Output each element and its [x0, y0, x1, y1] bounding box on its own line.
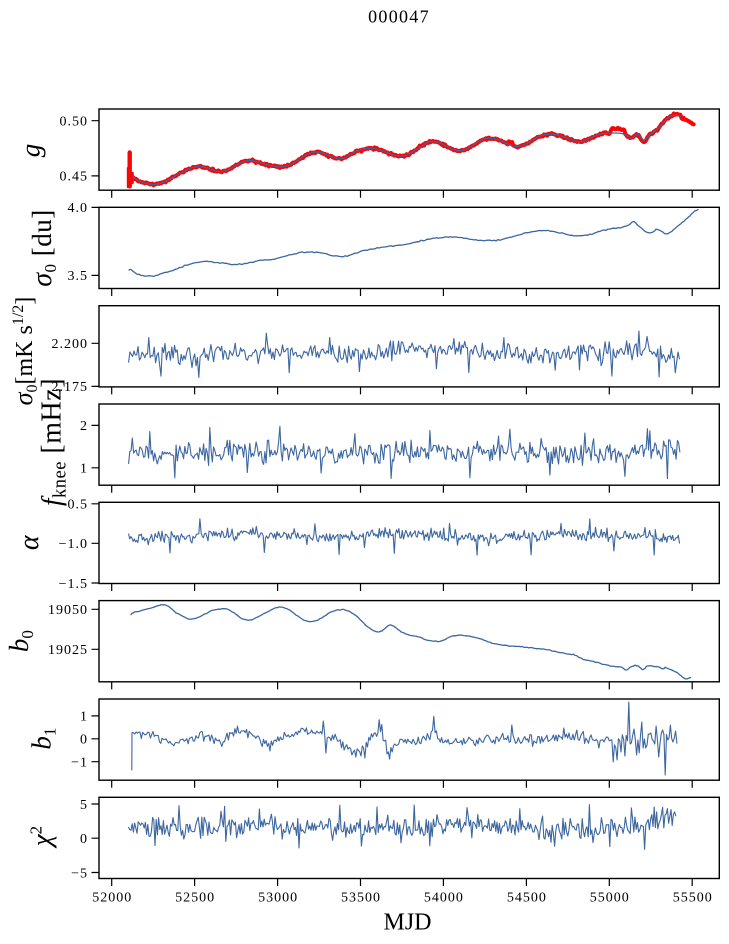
svg-text:b0: b0 — [4, 630, 37, 652]
svg-text:55500: 55500 — [673, 891, 713, 906]
svg-text:53000: 53000 — [258, 891, 298, 906]
svg-text:2.200: 2.200 — [52, 337, 89, 352]
svg-text:1: 1 — [80, 710, 88, 725]
svg-text:−0.5: −0.5 — [59, 498, 88, 513]
svg-text:−1.0: −1.0 — [59, 537, 88, 552]
svg-text:σ0[mK s1/2]: σ0[mK s1/2] — [9, 297, 41, 406]
svg-text:0: 0 — [80, 832, 88, 847]
svg-text:α: α — [14, 534, 45, 550]
svg-text:χ2: χ2 — [27, 826, 57, 849]
svg-text:−1: −1 — [71, 756, 88, 771]
svg-text:000047: 000047 — [368, 7, 430, 27]
svg-text:19025: 19025 — [48, 643, 88, 658]
svg-text:2: 2 — [80, 419, 88, 434]
svg-text:0.50: 0.50 — [60, 115, 89, 130]
svg-text:0.45: 0.45 — [60, 170, 89, 185]
svg-text:σ0 [du]: σ0 [du] — [27, 209, 60, 287]
svg-text:g: g — [16, 144, 46, 158]
svg-text:3.5: 3.5 — [68, 269, 89, 284]
svg-text:4.0: 4.0 — [68, 201, 89, 216]
svg-text:55000: 55000 — [590, 891, 630, 906]
svg-text:1: 1 — [80, 462, 88, 477]
svg-text:5: 5 — [80, 798, 88, 813]
svg-text:b1: b1 — [27, 728, 60, 750]
svg-text:19050: 19050 — [48, 603, 88, 618]
svg-text:fknee [mHz]: fknee [mHz] — [37, 378, 71, 506]
svg-text:MJD: MJD — [383, 910, 431, 936]
svg-text:2.175: 2.175 — [52, 380, 89, 395]
svg-text:54000: 54000 — [424, 891, 464, 906]
svg-text:0: 0 — [80, 733, 88, 748]
svg-text:53500: 53500 — [341, 891, 381, 906]
svg-text:52000: 52000 — [92, 891, 132, 906]
svg-text:54500: 54500 — [507, 891, 547, 906]
svg-text:52500: 52500 — [175, 891, 215, 906]
svg-text:−1.5: −1.5 — [59, 577, 88, 592]
svg-text:−5: −5 — [71, 866, 88, 881]
